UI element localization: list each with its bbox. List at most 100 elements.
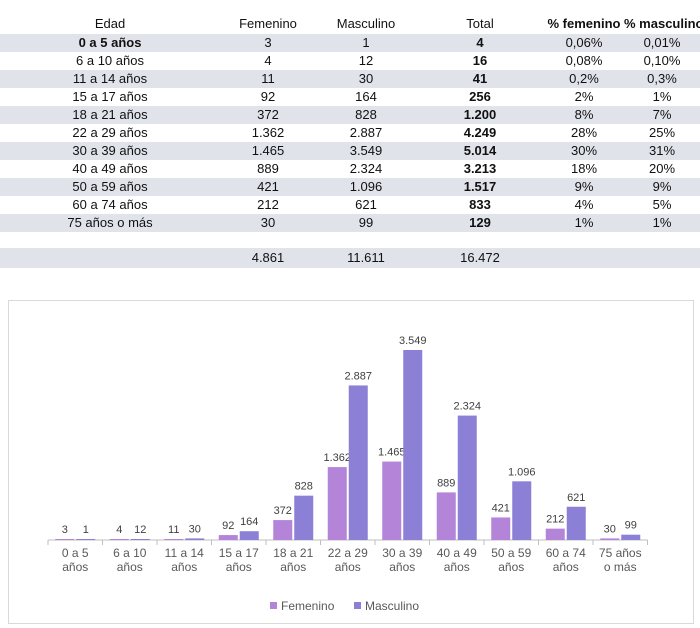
data-label-masculino: 3.549 bbox=[399, 335, 427, 347]
cell-pct-masculino: 25% bbox=[648, 125, 676, 140]
cell-pct-masculino: 0,3% bbox=[624, 70, 700, 88]
bar-masculino bbox=[130, 539, 150, 540]
cell-age: 15 a 17 años bbox=[72, 89, 148, 104]
bar-masculino bbox=[457, 415, 477, 540]
x-tick-label: 75 años bbox=[599, 546, 642, 560]
cell-total: 1.517 bbox=[416, 178, 544, 196]
cell-pct-femenino: 28% bbox=[570, 125, 598, 140]
cell-pct-masculino: 0,10% bbox=[643, 53, 681, 68]
cell-total: 16 bbox=[472, 53, 488, 68]
table-header-row: Edad Femenino Masculino Total % femenino… bbox=[0, 14, 700, 34]
cell-masculino: 12 bbox=[358, 53, 374, 68]
cell-pct-femenino: 1% bbox=[544, 214, 624, 232]
cell-age: 75 años o más bbox=[0, 214, 220, 232]
cell-masculino: 3.549 bbox=[316, 142, 416, 160]
header-pct-femenino: % femenino bbox=[547, 16, 621, 31]
cell-femenino: 3 bbox=[220, 34, 316, 52]
x-tick-label: 40 a 49 bbox=[437, 546, 477, 560]
cell-masculino: 30 bbox=[316, 70, 416, 88]
cell-masculino: 99 bbox=[316, 214, 416, 232]
cell-femenino: 4 bbox=[264, 53, 272, 68]
x-tick-label: 6 a 10 bbox=[113, 546, 147, 560]
legend-swatch-masculino bbox=[354, 602, 361, 609]
bar-femenino bbox=[327, 467, 347, 540]
table-row: 60 a 74 años 212 621 833 4% 5% bbox=[0, 196, 700, 214]
bar-masculino bbox=[403, 350, 423, 540]
cell-total: 833 bbox=[469, 197, 491, 212]
cell-masculino: 1.096 bbox=[316, 178, 416, 196]
cell-femenino: 1.362 bbox=[251, 125, 285, 140]
cell-pct-femenino: 8% bbox=[544, 106, 624, 124]
x-tick-label: años bbox=[335, 560, 361, 574]
bar-masculino bbox=[512, 481, 532, 540]
cell-pct-femenino: 0,06% bbox=[544, 34, 624, 52]
cell-total: 5.014 bbox=[416, 142, 544, 160]
x-tick-label: años bbox=[117, 560, 143, 574]
chart-frame bbox=[8, 300, 694, 624]
table-row: 18 a 21 años 372 828 1.200 8% 7% bbox=[0, 106, 700, 124]
x-tick-label: años bbox=[171, 560, 197, 574]
total-cell-pct-masculino bbox=[624, 248, 700, 268]
cell-pct-femenino: 18% bbox=[570, 161, 598, 176]
cell-pct-masculino: 20% bbox=[648, 161, 676, 176]
table-row: 50 a 59 años 421 1.096 1.517 9% 9% bbox=[0, 178, 700, 196]
cell-age: 30 a 39 años bbox=[0, 142, 220, 160]
table-row: 22 a 29 años 1.362 2.887 4.249 28% 25% bbox=[0, 124, 700, 142]
cell-total: 129 bbox=[416, 214, 544, 232]
cell-masculino: 1 bbox=[316, 34, 416, 52]
bar-femenino bbox=[109, 539, 129, 540]
header-pct-masculino: % masculino bbox=[624, 16, 700, 31]
cell-femenino: 421 bbox=[220, 178, 316, 196]
table-row: 40 a 49 años 889 2.324 3.213 18% 20% bbox=[0, 160, 700, 178]
data-label-femenino: 421 bbox=[492, 502, 510, 514]
cell-masculino: 621 bbox=[355, 197, 377, 212]
bar-masculino bbox=[185, 538, 205, 540]
cell-femenino: 30 bbox=[220, 214, 316, 232]
bar-masculino bbox=[294, 495, 314, 540]
bar-femenino bbox=[55, 539, 75, 540]
x-tick-label: años bbox=[226, 560, 252, 574]
x-tick-label: años bbox=[389, 560, 415, 574]
table-row: 0 a 5 años 3 1 4 0,06% 0,01% bbox=[0, 34, 700, 52]
bar-masculino bbox=[76, 539, 96, 540]
cell-masculino: 2.887 bbox=[349, 125, 383, 140]
cell-total: 4.249 bbox=[463, 125, 497, 140]
x-tick-label: 30 a 39 bbox=[382, 546, 422, 560]
legend-swatch-femenino bbox=[270, 602, 277, 609]
data-label-masculino: 12 bbox=[134, 524, 146, 536]
cell-femenino: 372 bbox=[220, 106, 316, 124]
bar-femenino bbox=[600, 538, 620, 540]
cell-age: 22 a 29 años bbox=[72, 125, 148, 140]
age-table-container: Edad Femenino Masculino Total % femenino… bbox=[0, 14, 700, 268]
bar-femenino bbox=[164, 539, 184, 540]
x-tick-label: 18 a 21 bbox=[273, 546, 313, 560]
data-label-femenino: 1.362 bbox=[323, 452, 351, 464]
table-row: 75 años o más 30 99 129 1% 1% bbox=[0, 214, 700, 232]
cell-femenino: 11 bbox=[220, 70, 316, 88]
bar-femenino bbox=[218, 535, 238, 540]
data-label-femenino: 889 bbox=[437, 477, 455, 489]
data-label-masculino: 2.324 bbox=[453, 401, 481, 413]
total-cell-femenino: 4.861 bbox=[220, 248, 316, 268]
cell-masculino: 2.324 bbox=[349, 161, 383, 176]
bar-femenino bbox=[273, 520, 293, 540]
x-tick-label: 11 a 14 bbox=[165, 546, 204, 560]
total-cell-pct-femenino bbox=[544, 248, 624, 268]
x-tick-label: 15 a 17 bbox=[219, 546, 259, 560]
cell-age: 60 a 74 años bbox=[72, 197, 148, 212]
bar-masculino bbox=[348, 385, 368, 540]
cell-pct-femenino: 0,2% bbox=[544, 70, 624, 88]
cell-femenino: 92 bbox=[260, 89, 276, 104]
data-label-femenino: 1.465 bbox=[378, 447, 406, 459]
total-cell-total: 16.472 bbox=[416, 248, 544, 268]
table-row: 11 a 14 años 11 30 41 0,2% 0,3% bbox=[0, 70, 700, 88]
cell-total: 256 bbox=[469, 89, 491, 104]
cell-age: 18 a 21 años bbox=[0, 106, 220, 124]
header-masculino: Masculino bbox=[336, 16, 396, 31]
bar-masculino bbox=[621, 534, 641, 540]
legend-label-femenino: Femenino bbox=[281, 599, 335, 613]
data-label-masculino: 1 bbox=[83, 524, 89, 536]
x-tick-label: años bbox=[553, 560, 579, 574]
cell-pct-masculino: 5% bbox=[652, 197, 672, 212]
cell-pct-masculino: 0,01% bbox=[624, 34, 700, 52]
